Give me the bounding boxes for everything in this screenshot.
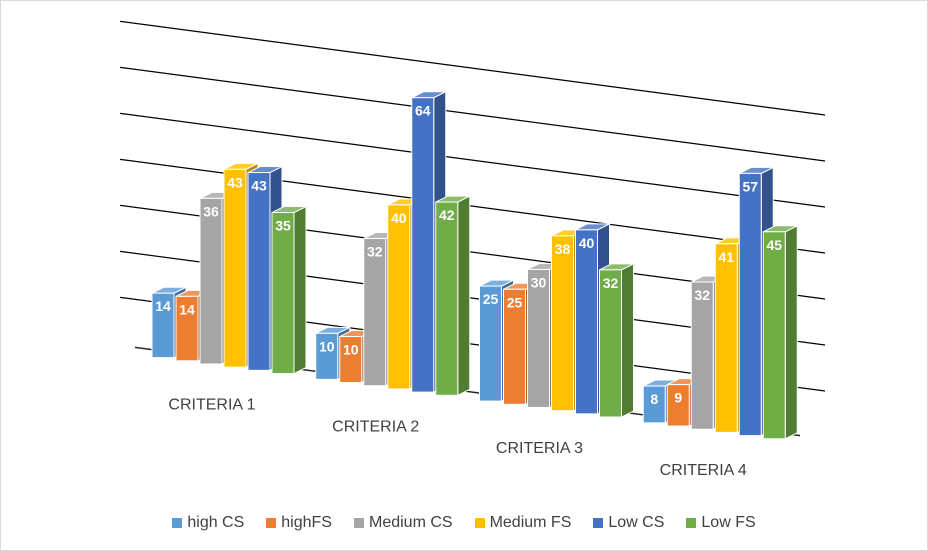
bar-side [293, 205, 307, 375]
bar-value-label: 10 [343, 342, 359, 358]
legend-swatch [593, 518, 604, 528]
bar-value-label: 9 [674, 390, 682, 406]
legend-item: Low FS [686, 514, 756, 532]
bar-front [199, 197, 223, 365]
legend-label: Medium CS [368, 514, 453, 531]
bar-value-label: 42 [439, 207, 455, 223]
bar-front [435, 201, 459, 396]
legend-swatch [172, 518, 183, 528]
bar-front [223, 168, 247, 368]
bar-side [457, 195, 471, 397]
bar-value-label: 10 [319, 338, 335, 354]
bar: 45 [762, 224, 798, 440]
bar-value-label: 43 [251, 178, 267, 194]
bar: 32 [599, 263, 634, 418]
legend-item: Medium CS [353, 514, 453, 532]
bar-value-label: 35 [275, 218, 291, 234]
gridline [119, 112, 826, 208]
bar-value-label: 25 [483, 291, 499, 307]
bar-value-label: 41 [718, 249, 734, 265]
bar-side [784, 224, 798, 440]
bar-value-label: 25 [507, 294, 523, 310]
bar-front [551, 235, 574, 412]
bar-front [339, 336, 363, 384]
category-label: CRITERIA 3 [496, 440, 583, 457]
gridline [119, 66, 826, 162]
bar-front [363, 238, 387, 387]
bar-front [479, 285, 502, 402]
category-label: CRITERIA 4 [660, 462, 747, 479]
bar: 35 [271, 205, 307, 375]
bar-front [642, 385, 666, 424]
bar-value-label: 45 [766, 237, 782, 253]
category-label: CRITERIA 1 [168, 397, 255, 414]
bar-value-label: 32 [367, 244, 383, 260]
bar-side [621, 263, 634, 418]
category-labels: CRITERIA 1 CRITERIA 2 CRITERIA 3 CRITERIA 4 [168, 397, 746, 479]
bars: 14 14 36 43 43 35 10 10 32 40 64 42 25 25 30 38 40 32 8 9 32… [151, 90, 798, 440]
bar-value-label: 40 [391, 210, 407, 226]
bar-value-label: 36 [203, 203, 219, 219]
gridline [119, 20, 826, 116]
bar-front [247, 172, 271, 371]
legend-label: Low CS [608, 514, 665, 531]
bar-front [411, 97, 435, 393]
legend-label: high CS [187, 514, 245, 531]
bar-front [575, 229, 598, 415]
legend-item: Medium FS [474, 514, 572, 532]
bar-value-label: 40 [579, 235, 595, 251]
bar-front [315, 332, 339, 380]
bar-front [714, 243, 738, 433]
bar-front [690, 281, 714, 430]
bar-value-label: 14 [155, 298, 171, 314]
bar-value-label: 8 [650, 391, 658, 407]
bar-front [666, 384, 690, 427]
bar-front [503, 288, 526, 405]
bar-front [175, 295, 199, 362]
bar-value-label: 64 [415, 103, 431, 119]
bar-front [762, 231, 786, 440]
legend-swatch [474, 518, 485, 528]
chart-legend: high CS highFS Medium CS Medium FS Low CS Low… [0, 508, 928, 538]
legend-item: high CS [172, 514, 244, 532]
legend-label: Low FS [701, 514, 756, 531]
bar-front [738, 172, 762, 437]
legend-label: highFS [281, 514, 332, 531]
bar-front [527, 268, 550, 408]
bar-front [151, 292, 175, 359]
bar-value-label: 32 [694, 287, 710, 303]
bar-chart-3d: 14 14 36 43 43 35 10 10 32 40 64 42 25 25 30 38 40 32 8 9 32… [119, 20, 826, 479]
legend-item: Low CS [593, 514, 664, 532]
legend-item: highFS [266, 514, 332, 532]
bar-value-label: 43 [227, 174, 243, 190]
bar-value-label: 32 [603, 275, 619, 291]
bar-front [271, 212, 295, 375]
legend-label: Medium FS [489, 514, 572, 531]
bar-value-label: 38 [555, 241, 571, 257]
legend-swatch [686, 518, 697, 528]
legend-swatch [266, 518, 277, 528]
bar-value-label: 57 [742, 178, 758, 194]
legend-swatch [353, 518, 364, 528]
bar: 42 [435, 195, 471, 397]
category-label: CRITERIA 2 [332, 418, 419, 435]
bar-value-label: 30 [531, 274, 547, 290]
bar-front [599, 269, 622, 418]
bar-value-label: 14 [179, 301, 195, 317]
bar-front [387, 204, 411, 390]
